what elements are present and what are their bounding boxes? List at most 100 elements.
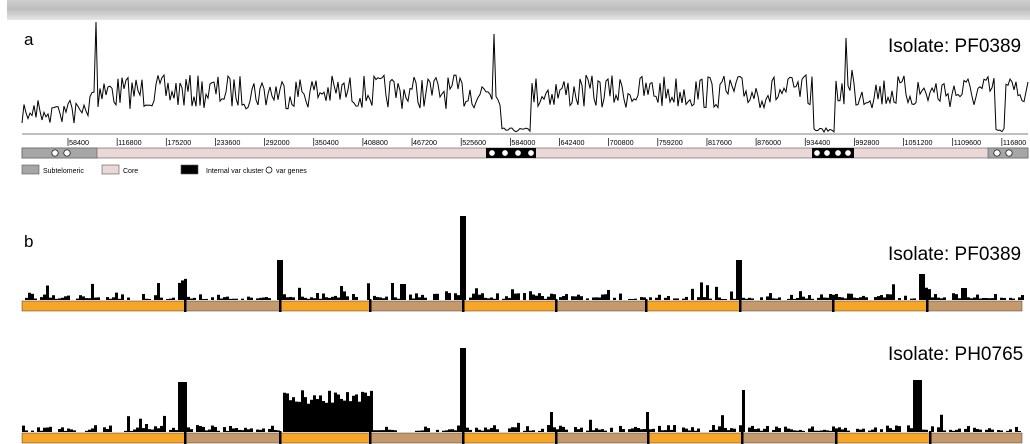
depth-bar <box>463 216 466 300</box>
depth-bar <box>958 428 961 432</box>
depth-bar <box>793 430 796 432</box>
axis-tick-label: 642400 <box>561 138 585 147</box>
internal-var-cluster-2 <box>812 148 854 158</box>
depth-bar <box>265 297 268 300</box>
depth-bar <box>436 293 439 300</box>
depth-bar <box>316 399 319 432</box>
depth-bar <box>574 427 577 432</box>
axis-tick-label: 525600 <box>462 138 486 147</box>
depth-bar <box>658 294 661 300</box>
depth-bar <box>886 425 889 432</box>
depth-bar <box>274 429 277 432</box>
depth-bar <box>301 296 304 300</box>
depth-bar <box>529 291 532 300</box>
var-gene-marker <box>527 149 535 157</box>
depth-bar <box>76 298 79 300</box>
depth-bar <box>142 293 145 300</box>
depth-bar <box>64 430 67 432</box>
depth-bar <box>931 297 934 300</box>
depth-bar <box>157 428 160 432</box>
depth-bar <box>136 427 139 432</box>
depth-bar <box>919 274 922 300</box>
depth-bar <box>577 429 580 432</box>
segment-divider <box>279 431 282 444</box>
depth-bar <box>937 427 940 432</box>
depth-bar <box>802 296 805 300</box>
depth-bar <box>784 426 787 432</box>
depth-bar <box>574 296 577 300</box>
legend-swatch <box>21 164 40 175</box>
depth-bar <box>148 298 151 300</box>
segment-divider <box>184 431 187 444</box>
depth-bar <box>226 296 229 300</box>
depth-bar <box>349 401 352 432</box>
depth-bar <box>559 425 562 432</box>
depth-bar <box>604 430 607 432</box>
depth-bar <box>127 297 130 300</box>
depth-bar <box>742 297 745 300</box>
depth-bar <box>595 428 598 432</box>
depth-bar <box>823 429 826 432</box>
depth-bar <box>640 429 643 432</box>
depth-bar <box>463 348 466 432</box>
depth-bar <box>190 298 193 300</box>
genome-segment <box>647 432 743 444</box>
legend-swatch <box>180 164 199 175</box>
depth-bar <box>835 293 838 300</box>
depth-bar <box>730 428 733 432</box>
depth-bar <box>355 394 358 432</box>
window-top-bar <box>7 0 1030 20</box>
depth-bar <box>61 427 64 432</box>
depth-bar <box>814 430 817 432</box>
depth-bar <box>889 428 892 432</box>
depth-bar <box>1003 297 1006 300</box>
depth-bar <box>118 298 121 300</box>
depth-bar <box>1009 297 1012 300</box>
depth-bar <box>634 298 637 300</box>
depth-bar <box>799 291 802 300</box>
depth-bar <box>163 415 166 432</box>
depth-bar <box>997 430 1000 432</box>
depth-bar <box>187 296 190 300</box>
depth-bar <box>256 429 259 432</box>
depth-bar <box>310 399 313 432</box>
depth-bar <box>277 260 280 300</box>
depth-bar <box>985 429 988 432</box>
panel-b-track-2 <box>21 348 1023 444</box>
depth-bar <box>334 295 337 300</box>
depth-bar <box>511 427 514 432</box>
panel-a-coordinate-axis: 58400 116800 175200 233600 292000 350400 40880… <box>67 138 1026 147</box>
depth-bar <box>460 216 463 300</box>
depth-bar <box>382 298 385 300</box>
legend-label: Core <box>123 168 138 175</box>
depth-bar <box>880 295 883 300</box>
depth-bar <box>379 297 382 300</box>
depth-bar <box>343 400 346 432</box>
depth-bar <box>337 297 340 300</box>
segment-divider <box>369 431 372 444</box>
axis-tick-label: 116800 <box>1003 138 1026 147</box>
depth-bar <box>457 295 460 300</box>
depth-bar <box>691 427 694 432</box>
depth-bar <box>949 429 952 432</box>
depth-bar <box>259 429 262 432</box>
depth-bar <box>835 428 838 432</box>
depth-bar <box>376 297 379 300</box>
depth-bar <box>862 295 865 300</box>
depth-bar <box>208 429 211 432</box>
depth-bar <box>232 298 235 300</box>
var-gene-marker <box>993 149 1001 157</box>
segment-divider <box>926 299 929 312</box>
depth-bar <box>418 430 421 432</box>
depth-bar <box>961 288 964 300</box>
depth-bar <box>223 427 226 432</box>
depth-bar <box>67 295 70 300</box>
genome-segment <box>279 432 371 444</box>
depth-bar <box>214 426 217 432</box>
depth-bar <box>400 284 403 300</box>
segment-divider <box>741 431 744 444</box>
axis-tick-label: 233600 <box>216 138 240 147</box>
genome-segment <box>184 300 281 312</box>
depth-bar <box>487 429 490 432</box>
depth-bar <box>64 296 67 300</box>
